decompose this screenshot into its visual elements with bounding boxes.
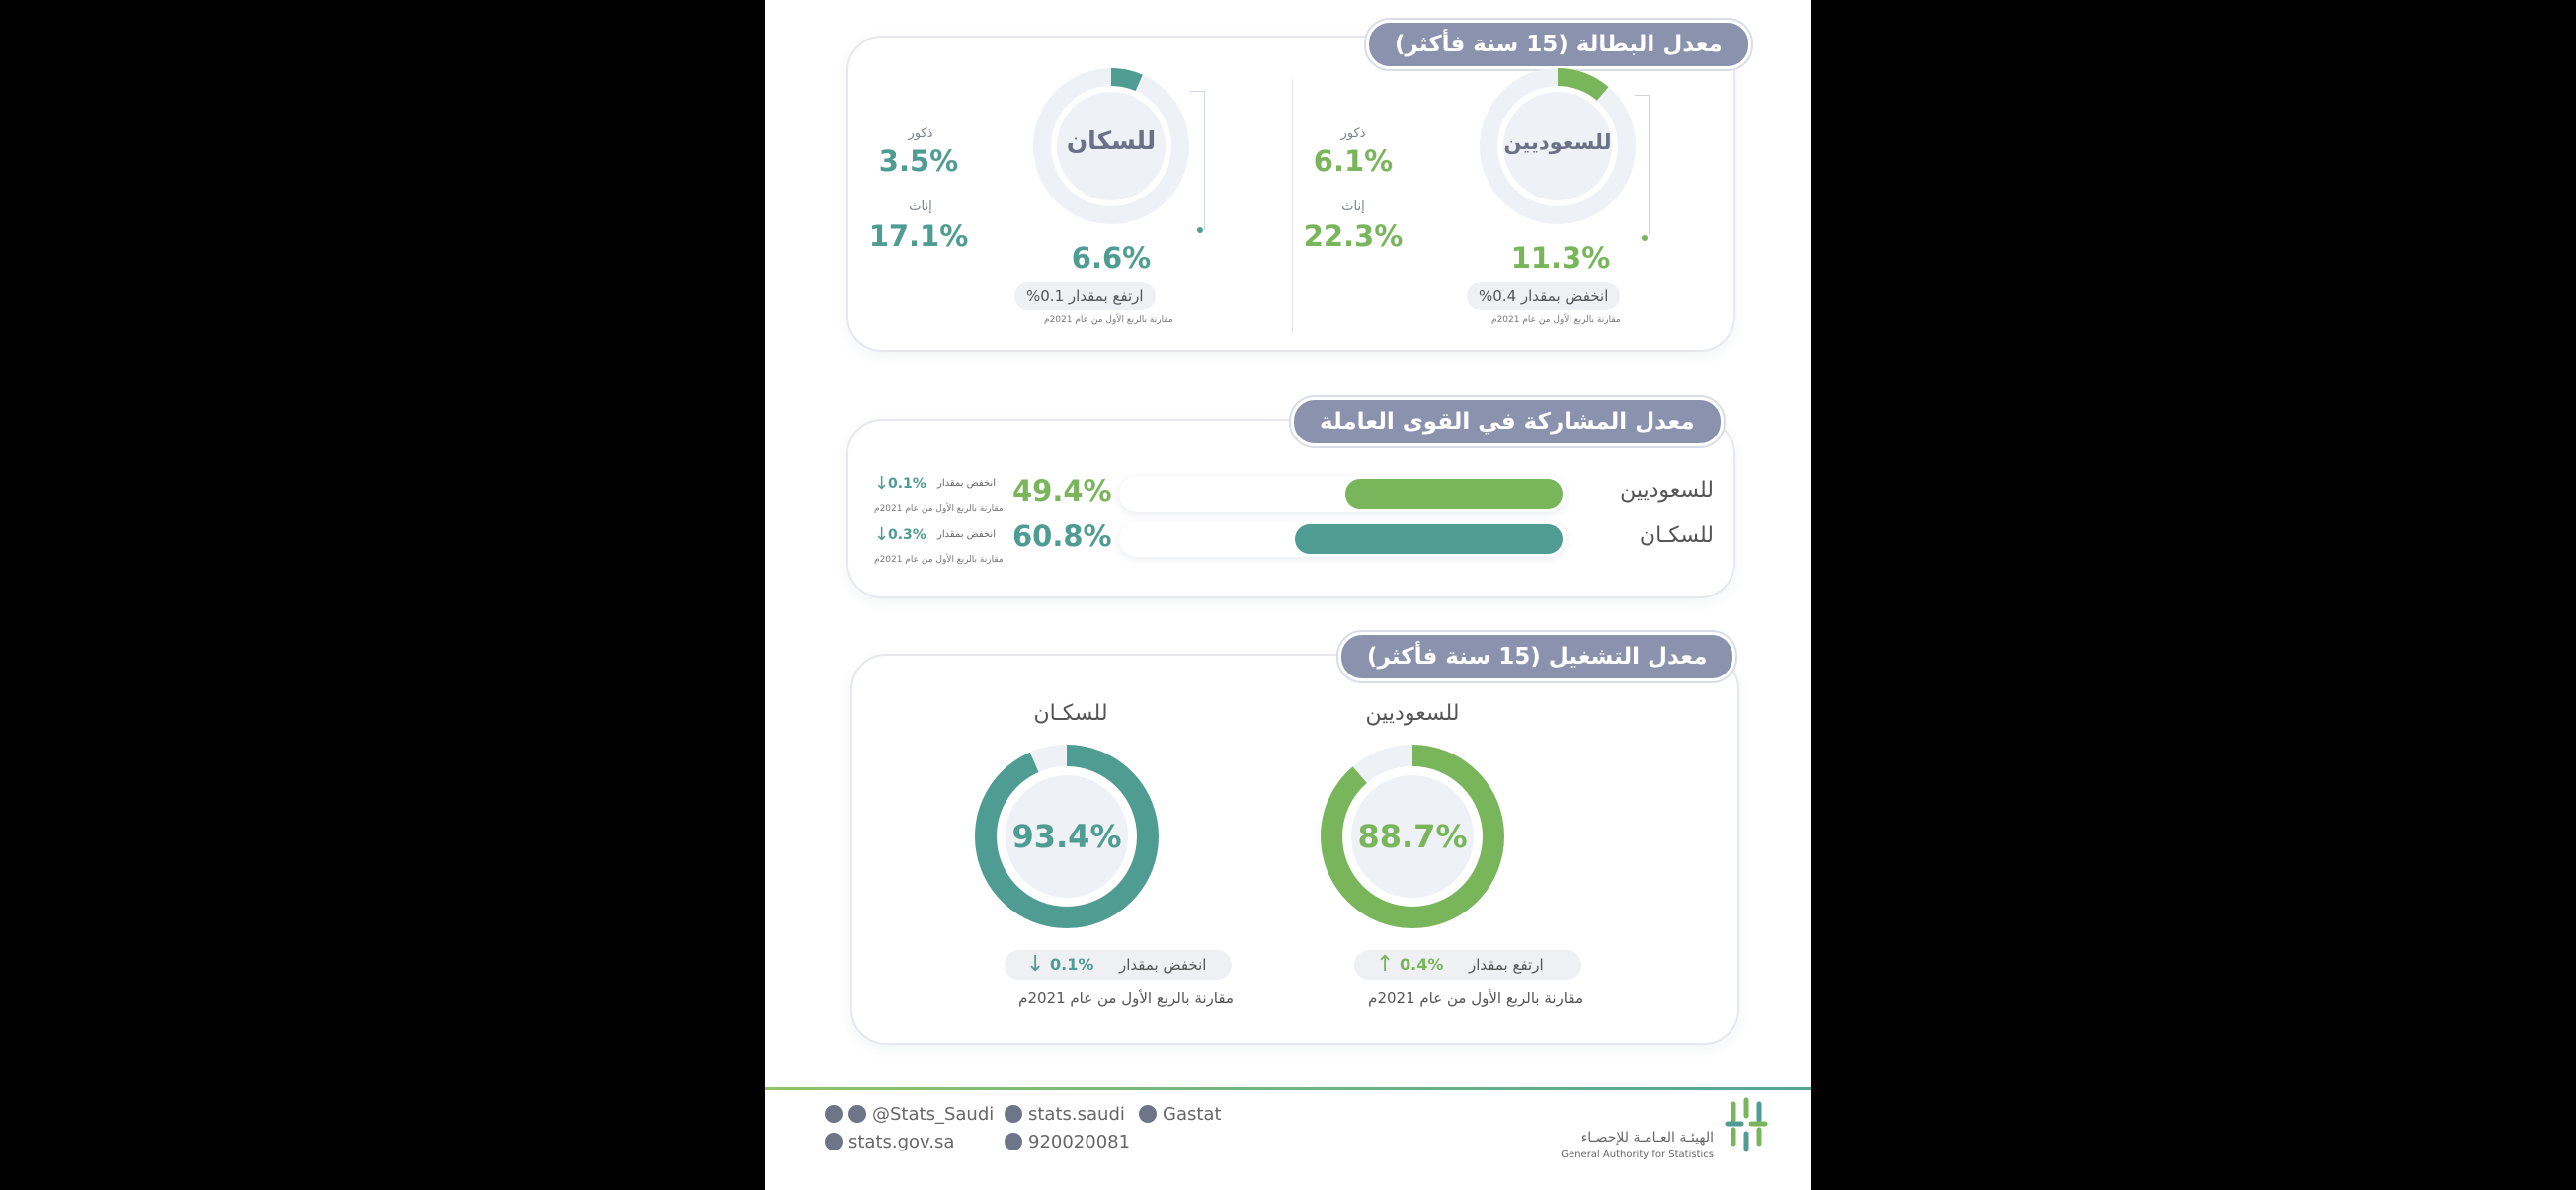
participation-residents-value: 60.8%	[1012, 519, 1112, 553]
footer-website[interactable]: stats.gov.sa	[825, 1132, 954, 1152]
saudis-females-value: 22.3%	[1303, 219, 1404, 253]
participation-saudis-bar	[1345, 479, 1563, 509]
website-link: stats.gov.sa	[848, 1132, 955, 1152]
residents-females-value: 17.1%	[868, 219, 969, 253]
twitter-icon	[825, 1105, 843, 1123]
participation-residents-label: للسكـان	[1639, 523, 1714, 548]
unemployment-saudis-change: انخفض بمقدار 0.4%	[1467, 282, 1621, 310]
employment-saudis-value: 88.7%	[1357, 818, 1468, 855]
participation-saudis-change-value: 0.1%	[888, 476, 926, 492]
employment-residents-value: 93.4%	[1011, 818, 1122, 855]
employment-saudis-label: للسعوديين	[1365, 701, 1460, 726]
unemployment-residents-arc	[1033, 68, 1189, 224]
residents-connector	[1190, 91, 1205, 230]
participation-saudis-label: للسعوديين	[1620, 478, 1714, 503]
footer-divider	[765, 1087, 1811, 1090]
employment-saudis-arc	[1321, 745, 1504, 928]
employment-residents-arc	[975, 745, 1159, 928]
employment-residents-change-value: 0.1%	[1050, 955, 1094, 974]
arrow-down-icon: ↓	[874, 524, 890, 545]
phone-number: 920020081	[1028, 1132, 1131, 1152]
org-name-ar: الهيئـة العـامـة للإحصـاء	[1580, 1130, 1714, 1146]
residents-females-label: إناث	[909, 199, 932, 214]
employment-saudis-compare: مقارنة بالربع الأول من عام 2021م	[1368, 990, 1583, 1007]
unemployment-saudis-donut: للسعوديين	[1477, 65, 1639, 227]
participation-residents-change-value: 0.3%	[888, 527, 926, 543]
footer-linkedin[interactable]: Gastat	[1139, 1104, 1222, 1125]
unemployment-residents-value: 6.6%	[1071, 241, 1152, 275]
linkedin-handle: Gastat	[1163, 1104, 1222, 1125]
participation-residents-bar	[1295, 524, 1563, 554]
arrow-up-icon: ↑	[1376, 952, 1395, 977]
infographic-page: معدل البطالة (15 سنة فأكثر) للسكان ذكور …	[765, 0, 1811, 1190]
unemployment-saudis-value: 11.3%	[1510, 241, 1611, 275]
employment-card	[850, 654, 1739, 1045]
org-name-en: General Authority for Statistics	[1561, 1150, 1714, 1160]
unemployment-title: معدل البطالة (15 سنة فأكثر)	[1366, 20, 1751, 69]
participation-residents-compare: مقارنة بالربع الأول من عام 2021م	[874, 555, 1004, 565]
phone-icon	[1005, 1133, 1022, 1150]
employment-residents-change: ↓ 0.1% انخفض بمقدار	[1005, 950, 1232, 980]
linkedin-icon	[1139, 1105, 1157, 1123]
participation-saudis-compare: مقارنة بالربع الأول من عام 2021م	[874, 504, 1004, 514]
unemployment-saudis-arc	[1480, 68, 1636, 224]
employment-saudis-change-text: ارتفع بمقدار	[1469, 956, 1544, 974]
unemployment-saudis-label: للسعوديين	[1503, 130, 1612, 154]
facebook-handle: stats.saudi	[1028, 1104, 1125, 1125]
saudis-males-label: ذكور	[1340, 126, 1366, 141]
employment-residents-compare: مقارنة بالربع الأول من عام 2021م	[1018, 990, 1234, 1007]
employment-saudis-change: ↑ 0.4% ارتفع بمقدار	[1354, 950, 1581, 980]
residents-dot	[1197, 227, 1203, 233]
arrow-down-icon: ↓	[874, 473, 890, 494]
instagram-icon	[848, 1105, 866, 1123]
residents-males-label: ذكور	[908, 126, 933, 141]
unemployment-residents-donut: للسكان	[1030, 65, 1192, 227]
participation-residents-change: ↓ 0.3% انخفض بمقدار	[874, 524, 1006, 545]
unemployment-residents-label: للسكان	[1066, 126, 1157, 155]
employment-residents-change-text: انخفض بمقدار	[1119, 956, 1207, 974]
employment-saudis-change-value: 0.4%	[1400, 955, 1444, 974]
footer-phone[interactable]: 920020081	[1005, 1132, 1130, 1152]
employment-title: معدل التشغيل (15 سنة فأكثر)	[1338, 632, 1736, 681]
participation-residents-change-text: انخفض بمقدار	[937, 529, 996, 540]
unemployment-residents-compare: مقارنة بالربع الأول من عام 2021م	[1044, 315, 1173, 325]
globe-icon	[825, 1133, 843, 1150]
saudis-connector	[1635, 95, 1650, 234]
participation-title: معدل المشاركة في القوى العاملة	[1291, 397, 1724, 446]
employment-saudis-donut: 88.7%	[1319, 743, 1506, 930]
residents-males-value: 3.5%	[878, 144, 959, 178]
participation-saudis-value: 49.4%	[1012, 474, 1112, 508]
participation-saudis-change-text: انخفض بمقدار	[937, 478, 996, 489]
footer-twitter[interactable]: @Stats_Saudi	[825, 1104, 994, 1125]
gastat-logo	[1722, 1094, 1771, 1157]
saudis-dot	[1642, 235, 1648, 241]
footer-facebook[interactable]: stats.saudi	[1005, 1104, 1125, 1125]
saudis-females-label: إناث	[1341, 199, 1365, 214]
twitter-handle: @Stats_Saudi	[872, 1104, 995, 1125]
employment-residents-label: للسكـان	[1033, 701, 1108, 726]
saudis-males-value: 6.1%	[1313, 144, 1394, 178]
arrow-down-icon: ↓	[1026, 952, 1045, 977]
employment-residents-donut: 93.4%	[973, 743, 1161, 930]
participation-saudis-change: ↓ 0.1% انخفض بمقدار	[874, 473, 1006, 494]
unemployment-residents-change: ارتفع بمقدار 0.1%	[1014, 282, 1156, 310]
unemployment-saudis-compare: مقارنة بالربع الأول من عام 2021م	[1491, 315, 1621, 325]
unemployment-divider	[1292, 79, 1293, 334]
facebook-icon	[1005, 1105, 1022, 1123]
